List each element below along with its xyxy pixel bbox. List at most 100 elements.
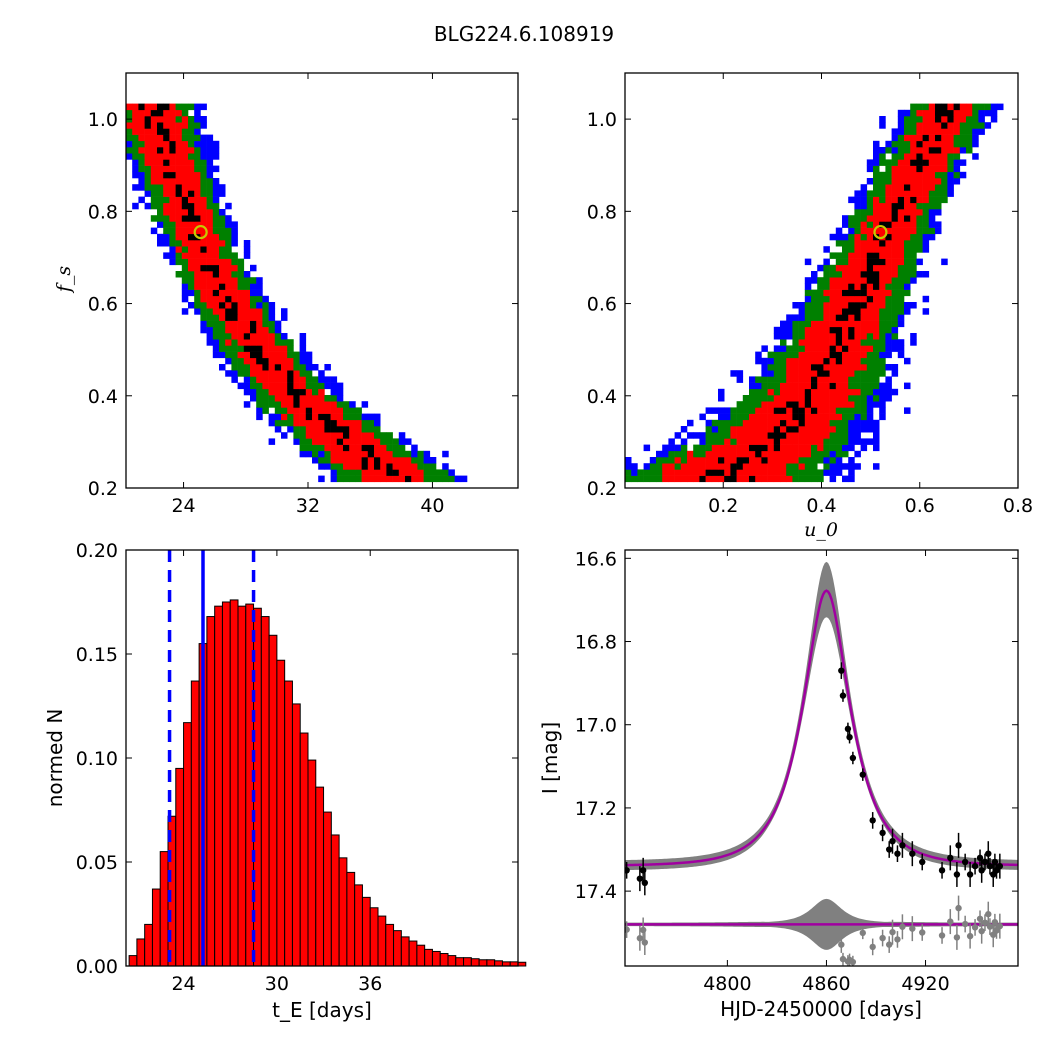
p1-cell-sigma3 (281, 333, 288, 340)
p1-cell-sigma2 (175, 258, 183, 266)
p1-cell-sigma2 (268, 320, 276, 328)
p2-cell-sigma1 (699, 469, 706, 476)
p1-cell-sigma3 (349, 401, 356, 408)
p4-model-curve (625, 589, 1018, 867)
p1-cell-best (157, 109, 164, 117)
p1-cell-sigma1 (225, 302, 232, 309)
p2-cell-sigma3 (897, 109, 905, 117)
p2-cell-sigma1 (811, 438, 818, 445)
p2-cell-sigma3 (835, 463, 843, 470)
p2-cell-sigma1 (897, 171, 905, 179)
p2-cell-sigma2 (792, 345, 799, 352)
p2-cell-best (718, 469, 725, 476)
p1-cell-sigma1 (157, 165, 164, 173)
p1-cell-sigma1 (200, 271, 207, 278)
p2-cell-sigma1 (922, 190, 930, 197)
p1-cell-sigma2 (231, 364, 238, 371)
p2-cell-best (767, 432, 775, 439)
p1-cell-sigma1 (336, 450, 344, 458)
p2-cell-sigma1 (873, 221, 880, 228)
p2-cell-sigma3 (829, 233, 837, 241)
p2-cell-sigma1 (854, 295, 861, 303)
p1-cell-sigma1 (181, 147, 189, 154)
p2-cell-sigma2 (643, 469, 651, 476)
p2-cell-sigma3 (972, 153, 979, 160)
p1-cell-sigma2 (157, 202, 164, 210)
p2-cell-sigma1 (755, 475, 762, 483)
p2-cell-sigma2 (953, 171, 961, 179)
p2-cell-sigma2 (854, 370, 861, 377)
p2-cell-sigma2 (705, 426, 713, 433)
p2-cell-sigma2 (854, 215, 861, 222)
p1-cell-sigma3 (212, 147, 220, 154)
p2-cell-sigma1 (823, 419, 830, 427)
p2-cell-sigma2 (897, 147, 905, 154)
p2-cell-sigma1 (780, 395, 787, 402)
p2-cell-best (904, 215, 911, 222)
p4-residual-point (919, 929, 926, 936)
p2-cell-sigma1 (786, 413, 793, 421)
p2-cell-sigma2 (780, 357, 787, 365)
p2-cell-sigma1 (910, 184, 917, 191)
p2-cell-sigma1 (724, 450, 731, 458)
p2-cell-sigma1 (835, 302, 843, 309)
p1-cell-sigma2 (237, 264, 245, 272)
p2-cell-sigma2 (773, 364, 781, 371)
p2-cell-best (935, 109, 942, 117)
p2-cell-sigma1 (866, 308, 874, 315)
p2-cell-sigma1 (842, 339, 849, 346)
p2-cell-sigma3 (643, 463, 651, 470)
p1-cell-sigma1 (206, 302, 214, 309)
p1-cell-sigma2 (181, 271, 189, 278)
p2-cell-sigma1 (767, 438, 775, 445)
p2-cell-sigma3 (643, 444, 651, 452)
p2-cell-sigma1 (848, 351, 855, 359)
p1-cell-sigma2 (225, 227, 232, 235)
p1-cell-sigma1 (305, 432, 313, 439)
p1-cell-sigma1 (150, 165, 158, 173)
p1-cell-sigma1 (380, 444, 387, 452)
p2-cell-sigma3 (873, 388, 880, 396)
p1-cell-sigma2 (305, 370, 313, 377)
p1-cell-sigma2 (299, 370, 307, 377)
p2-cell-sigma1 (829, 407, 837, 414)
p1-cell-sigma2 (219, 320, 226, 328)
p2-cell-sigma1 (897, 190, 905, 197)
p2-cell-sigma2 (922, 209, 930, 216)
p2-cell-sigma3 (755, 357, 762, 365)
p1-cell-sigma1 (417, 475, 424, 483)
p2-cell-sigma1 (842, 395, 849, 402)
p1-cell-sigma2 (262, 395, 269, 402)
p1-x-tick-label: 32 (296, 495, 320, 517)
p1-cell-sigma1 (361, 469, 369, 476)
p2-cell-sigma1 (928, 122, 936, 129)
p4-y-tick-label: 17.0 (575, 715, 617, 737)
p2-cell-sigma1 (780, 401, 787, 408)
p2-cell-sigma3 (625, 457, 632, 464)
p1-cell-sigma2 (343, 413, 350, 421)
p1-cell-sigma1 (293, 407, 300, 414)
p2-cell-sigma3 (860, 444, 868, 452)
p2-cell-sigma1 (804, 351, 812, 359)
p1-cell-sigma1 (219, 314, 226, 321)
p2-cell-sigma1 (966, 109, 973, 117)
p1-cell-sigma1 (212, 246, 220, 253)
p2-cell-sigma2 (848, 413, 855, 421)
p3-y-tick-label: 0.00 (76, 956, 118, 978)
p3-bar (299, 732, 309, 967)
p2-cell-sigma3 (904, 382, 911, 390)
p2-cell-sigma3 (854, 196, 861, 204)
p2-cell-best (873, 283, 880, 290)
p2-cell-sigma3 (873, 432, 880, 439)
p1-cell-sigma2 (188, 283, 195, 290)
p1-cell-sigma2 (138, 140, 145, 148)
p2-cell-sigma2 (978, 122, 985, 129)
p2-cell-sigma1 (823, 289, 830, 297)
p2-cell-sigma3 (935, 221, 942, 228)
p1-cell-sigma3 (268, 308, 276, 315)
p2-cell-sigma1 (668, 475, 675, 483)
p2-cell-best (866, 277, 874, 284)
p1-cell-sigma3 (318, 370, 325, 377)
p2-cell-sigma3 (910, 277, 917, 284)
p1-cell-sigma1 (200, 277, 207, 284)
